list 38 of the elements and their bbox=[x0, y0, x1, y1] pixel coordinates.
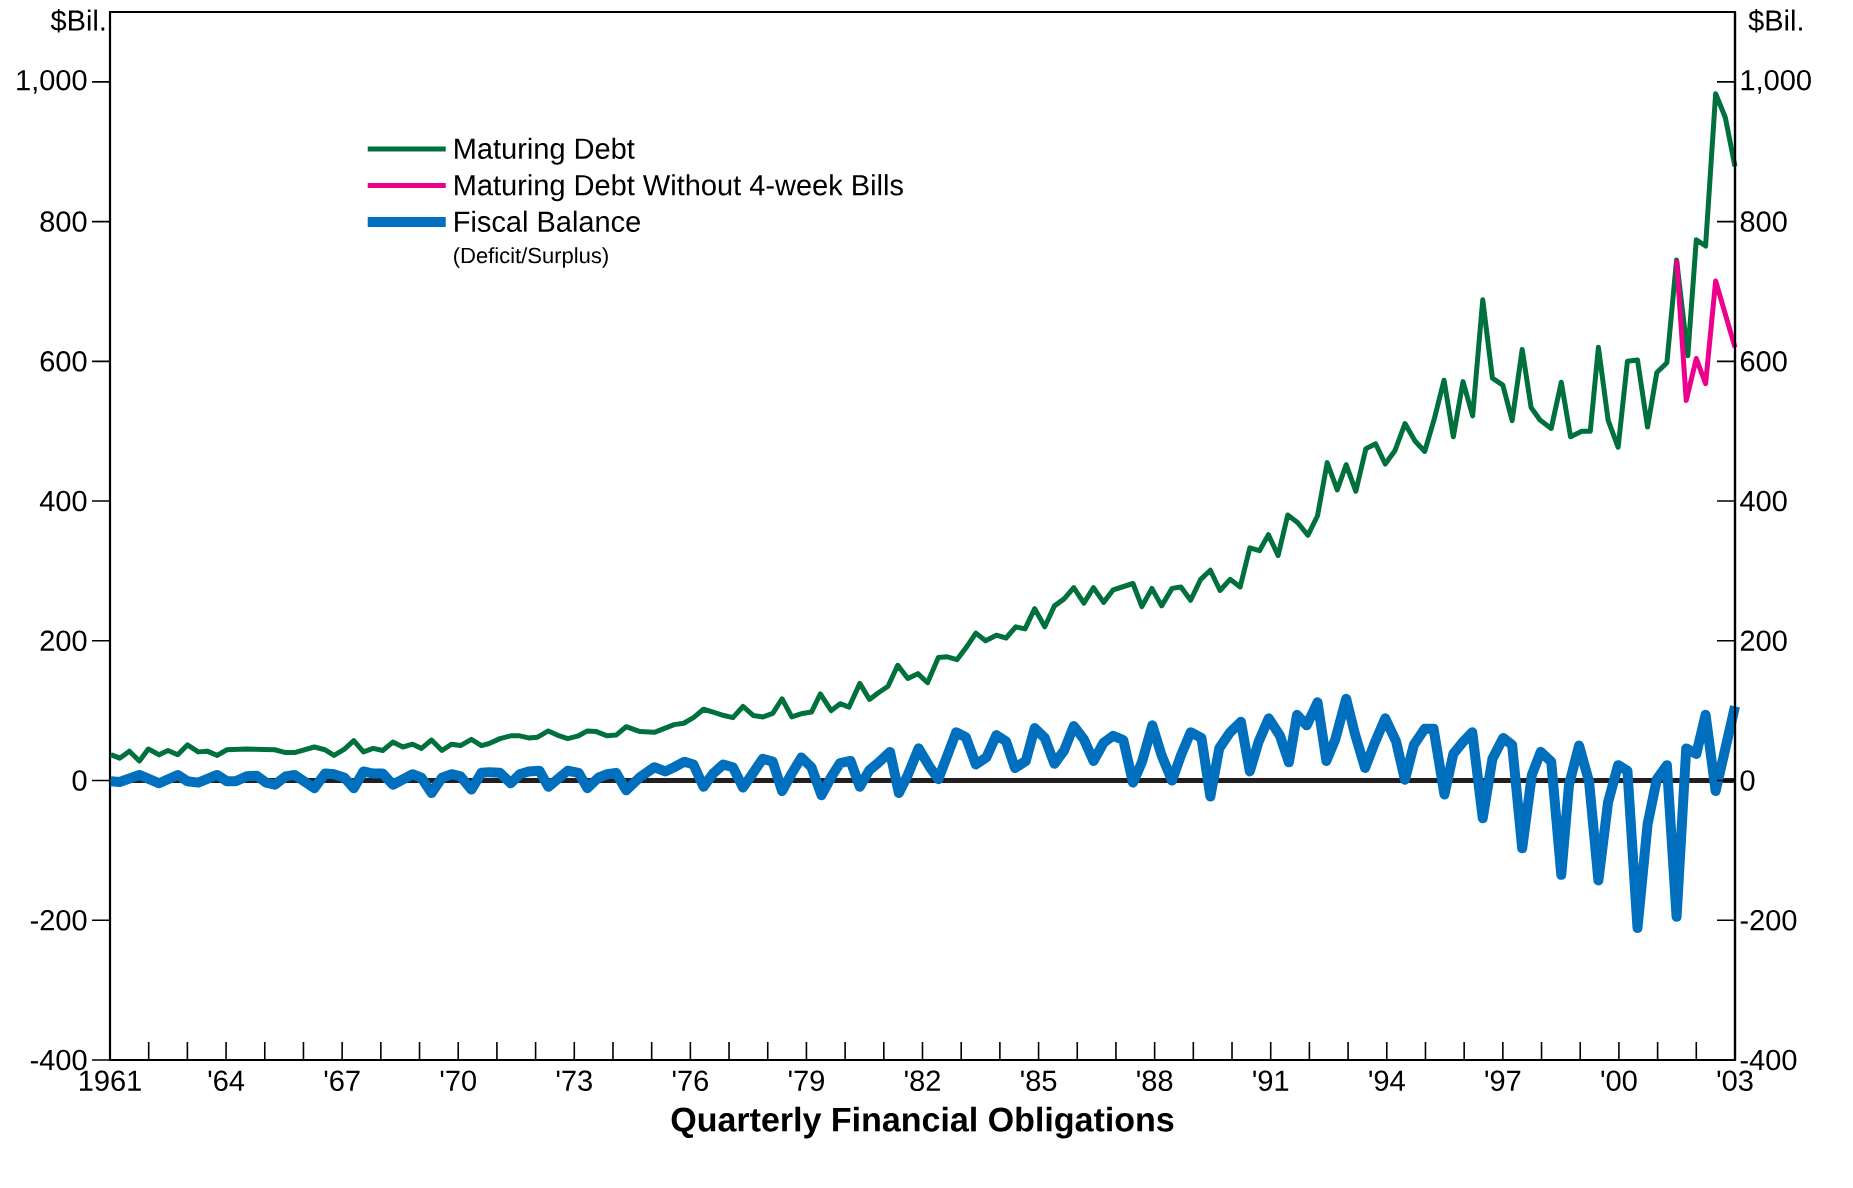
legend-label: Fiscal Balance bbox=[455, 210, 640, 232]
x-tick-label: '94 bbox=[1369, 1070, 1405, 1091]
y2-tick-label: 200 bbox=[1740, 630, 1787, 652]
annotation: (Deficit/Surplus) bbox=[454, 247, 608, 268]
x-tick-label: 1961 bbox=[79, 1070, 141, 1091]
legend-label: Maturing Debt Without 4-week Bills bbox=[455, 174, 903, 202]
y-tick-label: 0 bbox=[72, 770, 87, 791]
y-tick-label: -400 bbox=[30, 1049, 87, 1071]
x-tick-label: '76 bbox=[672, 1070, 708, 1091]
y2-tick-label: 600 bbox=[1740, 351, 1787, 372]
y-tick-label: 200 bbox=[40, 630, 87, 652]
y-tick-label: 600 bbox=[40, 351, 87, 372]
x-tick-label: '03 bbox=[1717, 1070, 1753, 1091]
x-tick-label: '70 bbox=[440, 1070, 476, 1091]
legend-label: Maturing Debt bbox=[455, 137, 635, 165]
x-axis-title: Quarterly Financial Obligations bbox=[671, 1106, 1174, 1139]
y2-tick-label: 0 bbox=[1740, 770, 1755, 791]
y2-tick-label: -200 bbox=[1740, 909, 1797, 931]
x-tick-label: '64 bbox=[208, 1070, 245, 1091]
y2-tick-label: 400 bbox=[1740, 490, 1787, 512]
x-tick-label: '67 bbox=[324, 1070, 360, 1091]
x-tick-label: '85 bbox=[1021, 1070, 1057, 1091]
x-tick-label: '82 bbox=[905, 1070, 940, 1091]
y-tick-label: 400 bbox=[39, 490, 87, 512]
y-axis-title: $Bil. bbox=[50, 9, 105, 33]
x-tick-label: '97 bbox=[1485, 1070, 1521, 1091]
y-tick-label: 1,000 bbox=[17, 69, 87, 94]
x-tick-label: '88 bbox=[1137, 1070, 1173, 1091]
x-tick-label: '79 bbox=[789, 1070, 824, 1091]
y-tick-label: -200 bbox=[30, 909, 87, 931]
y2-tick-label: 800 bbox=[1740, 211, 1787, 232]
y2-tick-label: -400 bbox=[1740, 1049, 1797, 1071]
x-tick-label: '91 bbox=[1253, 1070, 1289, 1091]
y2-tick-label: 1,000 bbox=[1741, 69, 1811, 94]
x-tick-label: '00 bbox=[1601, 1070, 1637, 1091]
y2-axis-title: $Bil. bbox=[1748, 9, 1802, 33]
y-tick-label: 800 bbox=[40, 211, 87, 232]
x-tick-label: '73 bbox=[556, 1070, 592, 1091]
